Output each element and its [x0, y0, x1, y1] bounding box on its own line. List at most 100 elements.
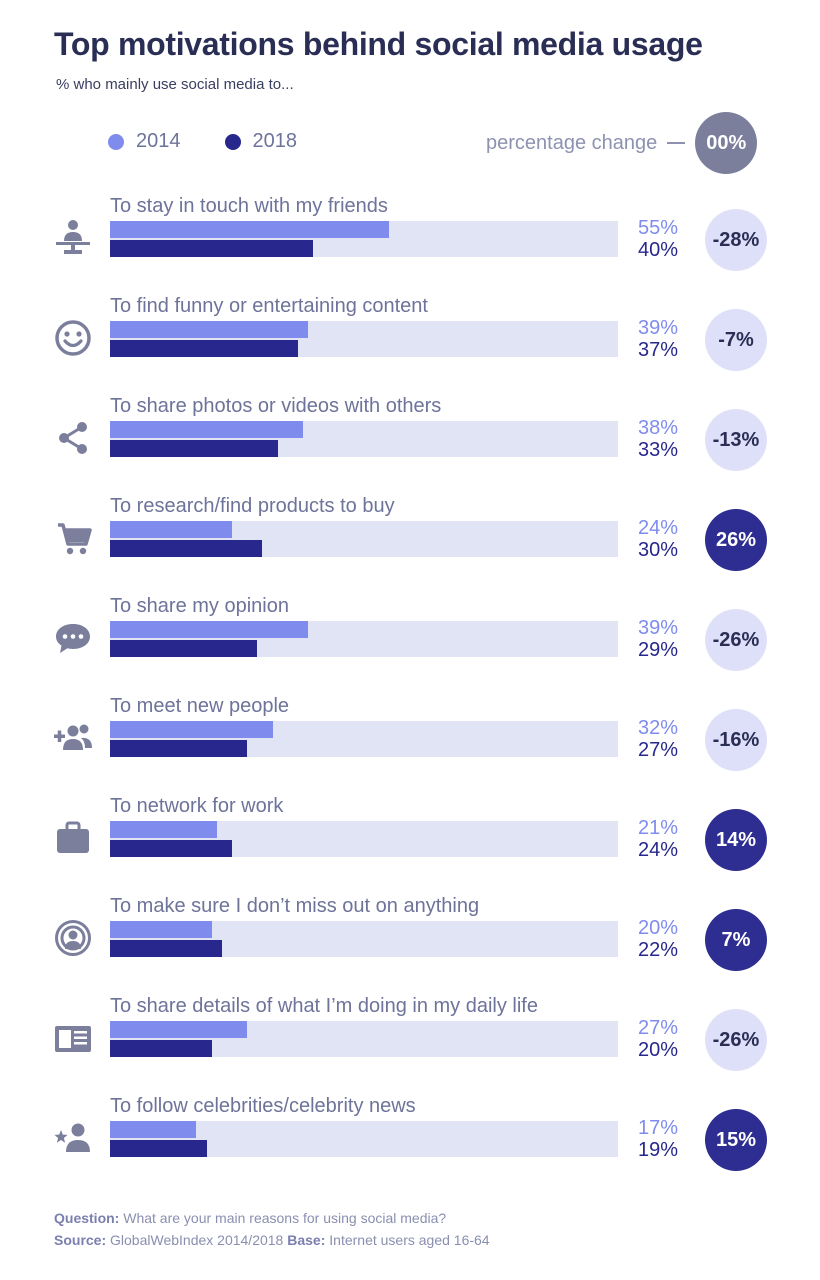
- value-label-2014: 17%: [637, 1117, 678, 1139]
- bar-2018: [110, 1140, 207, 1157]
- bar-2014: [110, 621, 308, 638]
- category-label: To find funny or entertaining content: [110, 295, 428, 317]
- percentage-change-bubble: -16%: [705, 709, 767, 771]
- network-person-icon: [52, 217, 94, 259]
- chart-subtitle: % who mainly use social media to...: [56, 76, 294, 93]
- bar-2018: [110, 940, 222, 957]
- bar-track: [110, 1121, 618, 1157]
- bar-track: [110, 921, 618, 957]
- bar-2014: [110, 721, 273, 738]
- bar-2018: [110, 340, 298, 357]
- value-label-2014: 32%: [637, 717, 678, 739]
- legend-label-2014: 2014: [136, 130, 181, 152]
- chart-row: To share details of what I’m doing in my…: [0, 995, 820, 1095]
- bar-track: [110, 621, 618, 657]
- value-label-2018: 19%: [637, 1139, 678, 1161]
- percentage-change-sample-bubble: 00%: [695, 112, 758, 174]
- percentage-change-bubble: 14%: [705, 809, 767, 871]
- bar-track: [110, 721, 618, 757]
- briefcase-icon: [52, 817, 94, 859]
- value-label-2018: 33%: [637, 439, 678, 461]
- bar-track: [110, 521, 618, 557]
- value-label-2018: 30%: [637, 539, 678, 561]
- source-label: Source:: [54, 1232, 107, 1248]
- value-label-2014: 39%: [637, 317, 678, 339]
- bar-2018: [110, 540, 262, 557]
- bar-2014: [110, 921, 212, 938]
- bar-2014: [110, 821, 217, 838]
- bar-2018: [110, 740, 247, 757]
- chart-row: To network for work 21% 24% 14%: [0, 795, 820, 895]
- legend: 2014 2018: [108, 130, 341, 153]
- category-label: To share my opinion: [110, 595, 289, 617]
- legend-item-2018: 2018: [224, 130, 298, 153]
- footer-question: Question: What are your main reasons for…: [54, 1210, 446, 1226]
- percentage-change-bubble: -26%: [705, 1009, 767, 1071]
- category-label: To research/find products to buy: [110, 495, 395, 517]
- legend-swatch-2018: [224, 133, 241, 150]
- base-label: Base:: [287, 1232, 326, 1248]
- bar-2018: [110, 1040, 212, 1057]
- bar-2014: [110, 1021, 247, 1038]
- bar-track: [110, 321, 618, 357]
- chart-title: Top motivations behind social media usag…: [54, 26, 703, 62]
- value-label-2014: 27%: [637, 1017, 678, 1039]
- bar-track: [110, 1021, 618, 1057]
- base-text: Internet users aged 16-64: [329, 1232, 490, 1248]
- chart-row: To meet new people 32% 27% -16%: [0, 695, 820, 795]
- news-icon: [52, 1017, 94, 1059]
- legend-label-2018: 2018: [252, 130, 298, 152]
- bar-2018: [110, 840, 232, 857]
- chart-row: To follow celebrities/celebrity news 17% 1…: [0, 1095, 820, 1195]
- bar-2018: [110, 240, 313, 257]
- percentage-change-label: percentage change: [486, 131, 658, 154]
- bar-2014: [110, 221, 389, 238]
- value-label-2014: 20%: [637, 917, 678, 939]
- category-label: To meet new people: [110, 695, 290, 717]
- bar-2014: [110, 1121, 196, 1138]
- chart-row: To share my opinion 39% 29% -26%: [0, 595, 820, 695]
- question-label: Question:: [54, 1210, 120, 1226]
- bar-2014: [110, 521, 232, 538]
- percentage-change-bubble: -13%: [705, 409, 767, 471]
- value-label-2014: 55%: [637, 217, 678, 239]
- value-label-2014: 21%: [637, 817, 678, 839]
- question-text: What are your main reasons for using soc…: [123, 1210, 447, 1226]
- value-label-2018: 24%: [637, 839, 678, 861]
- value-label-2018: 40%: [637, 239, 678, 261]
- category-label: To stay in touch with my friends: [110, 195, 388, 217]
- podcast-person-icon: [52, 917, 94, 959]
- cart-icon: [52, 517, 94, 559]
- bar-track: [110, 421, 618, 457]
- legend-swatch-2014: [108, 133, 124, 150]
- share-icon: [52, 417, 94, 459]
- value-label-2018: 29%: [637, 639, 678, 661]
- smiley-icon: [52, 317, 94, 359]
- percentage-change-bubble: -26%: [705, 609, 767, 671]
- value-label-2014: 38%: [637, 417, 678, 439]
- chat-bubble-icon: [52, 617, 94, 659]
- bar-2018: [110, 640, 257, 657]
- value-label-2018: 20%: [637, 1039, 678, 1061]
- chart-row: To make sure I don’t miss out on anythin…: [0, 895, 820, 995]
- chart-row: To stay in touch with my friends 55% 40% -2…: [0, 195, 820, 295]
- footer-source: Source: GlobalWebIndex 2014/2018 Base: I…: [54, 1232, 490, 1248]
- add-people-icon: [52, 717, 94, 759]
- bar-2014: [110, 321, 308, 338]
- category-label: To make sure I don’t miss out on anythin…: [110, 895, 480, 917]
- percentage-change-legend: percentage change 00%: [486, 112, 758, 174]
- percentage-change-bubble: 26%: [705, 509, 767, 571]
- percentage-change-bubble: -7%: [705, 309, 767, 371]
- value-label-2014: 24%: [637, 517, 678, 539]
- legend-dash: [667, 142, 686, 144]
- category-label: To share details of what I’m doing in my…: [110, 995, 538, 1017]
- category-label: To network for work: [110, 795, 284, 817]
- bar-2014: [110, 421, 303, 438]
- value-label-2014: 39%: [637, 617, 678, 639]
- legend-item-2014: 2014: [108, 130, 181, 153]
- chart-row: To share photos or videos with others 38%…: [0, 395, 820, 495]
- percentage-change-bubble: 7%: [705, 909, 767, 971]
- chart-row: To find funny or entertaining content 39%…: [0, 295, 820, 395]
- percentage-change-bubble: 15%: [705, 1109, 767, 1171]
- category-label: To follow celebrities/celebrity news: [110, 1095, 416, 1117]
